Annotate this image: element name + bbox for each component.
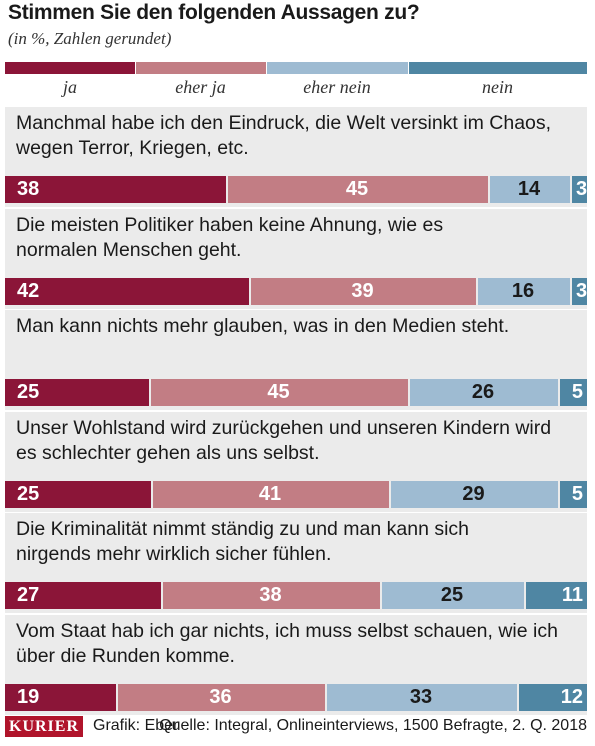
statement-line: es schlechter gehen als uns selbst.	[16, 442, 320, 464]
data-label: 14	[517, 178, 541, 200]
data-label: 16	[511, 280, 535, 302]
legend-label-1: eher ja	[175, 77, 226, 97]
kurier-logo: KURIER	[5, 716, 84, 737]
data-label: 3	[576, 178, 588, 200]
data-label: 5	[571, 381, 583, 403]
statement-text: Die meisten Politiker haben keine Ahnung…	[16, 213, 581, 263]
statement-text: Manchmal habe ich den Eindruck, die Welt…	[16, 111, 581, 161]
data-label: 42	[17, 280, 40, 302]
bar-segment-ja	[5, 176, 226, 203]
data-label: 11	[561, 584, 583, 606]
statement-panel: Die Kriminalität nimmt ständig zu und ma…	[5, 513, 587, 613]
data-label: 3	[576, 280, 588, 302]
statement-line: Die Kriminalität nimmt ständig zu und ma…	[16, 518, 470, 540]
bar-segment-ja	[5, 481, 151, 508]
chart-title: Stimmen Sie den folgenden Aussagen zu?	[8, 1, 420, 24]
statement-panel: Man kann nichts mehr glauben, was in den…	[5, 310, 587, 410]
statement-panel: Vom Staat hab ich gar nichts, ich muss s…	[5, 615, 587, 715]
statement-line: Die meisten Politiker haben keine Ahnung…	[16, 214, 444, 236]
stacked-bar: 38 45 14 3	[5, 176, 587, 203]
bar-segment-eher-ja	[227, 176, 488, 203]
legend-swatch-0	[5, 62, 135, 74]
statement-line: wegen Terror, Kriegen, etc.	[16, 137, 249, 159]
chart-subtitle: (in %, Zahlen gerundet)	[8, 29, 172, 48]
data-label: 27	[17, 584, 40, 606]
statement-line: Man kann nichts mehr glauben, was in den…	[16, 315, 510, 337]
bar-segment-eher-ja	[117, 684, 325, 711]
bar-segment-eher-nein	[477, 278, 570, 305]
data-label: 45	[267, 381, 290, 403]
bar-segment-nein	[525, 582, 587, 609]
stacked-bar: 25 45 26 5	[5, 379, 587, 406]
data-label: 29	[462, 483, 485, 505]
statement-text: Unser Wohlstand wird zurückgehen und uns…	[16, 416, 581, 466]
source-note: Quelle: Integral, Onlineinterviews, 1500…	[159, 717, 587, 734]
statement-line: nirgends mehr wirklich sicher fühlen.	[16, 543, 332, 565]
bar-segment-eher-nein	[409, 379, 558, 406]
data-label: 25	[17, 381, 40, 403]
bar-segment-nein	[518, 684, 587, 711]
bar-segment-eher-nein	[390, 481, 558, 508]
legend-label-3: nein	[482, 77, 513, 97]
statement-panel: Unser Wohlstand wird zurückgehen und uns…	[5, 412, 587, 512]
data-label: 25	[17, 483, 40, 505]
legend-label-0: ja	[62, 77, 77, 97]
statement-text: Die Kriminalität nimmt ständig zu und ma…	[16, 517, 581, 567]
data-label: 41	[258, 483, 282, 505]
bar-segment-eher-ja	[162, 582, 380, 609]
bar-segment-nein	[559, 379, 587, 406]
statement-line: normalen Menschen geht.	[16, 239, 242, 261]
data-label: 26	[471, 381, 495, 403]
stacked-bar: 27 38 25 11	[5, 582, 587, 609]
data-label: 5	[571, 483, 583, 505]
stacked-bar: 19 36 33 12	[5, 684, 587, 711]
legend-label-2: eher nein	[303, 77, 371, 97]
bar-segment-nein	[559, 481, 587, 508]
legend-swatch-3	[409, 62, 587, 74]
bar-segment-eher-ja	[250, 278, 476, 305]
bar-segment-nein	[571, 176, 587, 203]
data-label: 33	[409, 686, 433, 708]
bar-segment-ja	[5, 582, 161, 609]
statement-line: Unser Wohlstand wird zurückgehen und uns…	[16, 417, 552, 439]
data-label: 36	[209, 686, 232, 708]
statement-text: Vom Staat hab ich gar nichts, ich muss s…	[16, 619, 581, 669]
stacked-bar: 25 41 29 5	[5, 481, 587, 508]
data-label: 45	[345, 178, 369, 200]
statement-text: Man kann nichts mehr glauben, was in den…	[16, 314, 581, 339]
bar-segment-ja	[5, 278, 249, 305]
bar-segment-ja	[5, 379, 149, 406]
data-label: 38	[17, 178, 40, 200]
stacked-bar: 42 39 16 3	[5, 278, 587, 305]
bar-segment-eher-ja	[152, 481, 389, 508]
data-label: 12	[560, 686, 583, 708]
legend: ja eher ja eher nein nein	[5, 75, 587, 99]
bar-segment-eher-ja	[150, 379, 408, 406]
data-label: 38	[259, 584, 282, 606]
graphic-credit: Grafik: Eber	[93, 717, 179, 734]
statement-line: Vom Staat hab ich gar nichts, ich muss s…	[16, 620, 558, 642]
legend-color-bar	[5, 62, 587, 74]
bar-segment-ja	[5, 684, 116, 711]
bar-segment-eher-nein	[326, 684, 517, 711]
statement-line: Manchmal habe ich den Eindruck, die Welt…	[16, 112, 552, 134]
legend-swatch-1	[136, 62, 266, 74]
statement-panel: Manchmal habe ich den Eindruck, die Welt…	[5, 107, 587, 207]
statement-panel: Die meisten Politiker haben keine Ahnung…	[5, 209, 587, 309]
bar-segment-eher-nein	[489, 176, 570, 203]
statement-line: über die Runden komme.	[16, 645, 235, 667]
data-label: 39	[351, 280, 374, 302]
data-label: 25	[440, 584, 464, 606]
footer: KURIER Grafik: Eber Quelle: Integral, On…	[0, 714, 595, 746]
legend-swatch-2	[267, 62, 408, 74]
data-label: 19	[17, 686, 40, 708]
bar-segment-eher-nein	[381, 582, 524, 609]
bar-segment-nein	[571, 278, 587, 305]
